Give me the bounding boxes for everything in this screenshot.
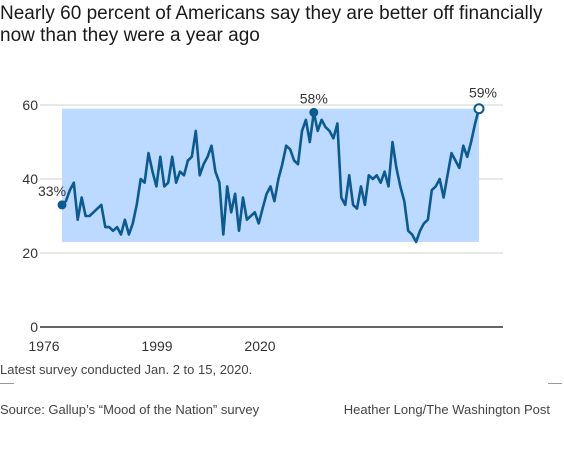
survey-note: Latest survey conducted Jan. 2 to 15, 20… (0, 362, 253, 377)
y-axis-labels: 0 20 40 60 (22, 97, 38, 335)
y-tick-label-0: 0 (30, 319, 38, 335)
callout-point-2 (473, 103, 485, 115)
y-tick-label-40: 40 (22, 171, 38, 187)
callouts: 33% 58% 59% (38, 85, 497, 210)
chart-title: Nearly 60 percent of Americans say they … (0, 3, 543, 46)
callout-point-0 (57, 200, 67, 210)
callout-point-1 (309, 107, 319, 117)
callout-label-1: 58% (300, 90, 328, 106)
x-tick-label-2020: 2020 (244, 338, 275, 354)
credit-text: Heather Long/The Washington Post (343, 402, 550, 417)
range-band (62, 108, 479, 242)
x-tick-label-1999: 1999 (141, 338, 172, 354)
series-line (61, 108, 481, 244)
footer-rule-right (548, 383, 562, 384)
callout-label-2: 59% (469, 85, 497, 101)
source-text: Source: Gallup’s “Mood of the Nation” su… (0, 402, 260, 417)
x-axis-labels: 1976 1999 2020 (28, 338, 275, 354)
callout-label-0: 33% (38, 183, 66, 199)
x-tick-label-1976: 1976 (28, 338, 59, 354)
footer-rule-left (0, 383, 14, 384)
y-tick-label-60: 60 (22, 97, 38, 113)
y-tick-label-20: 20 (22, 245, 38, 261)
